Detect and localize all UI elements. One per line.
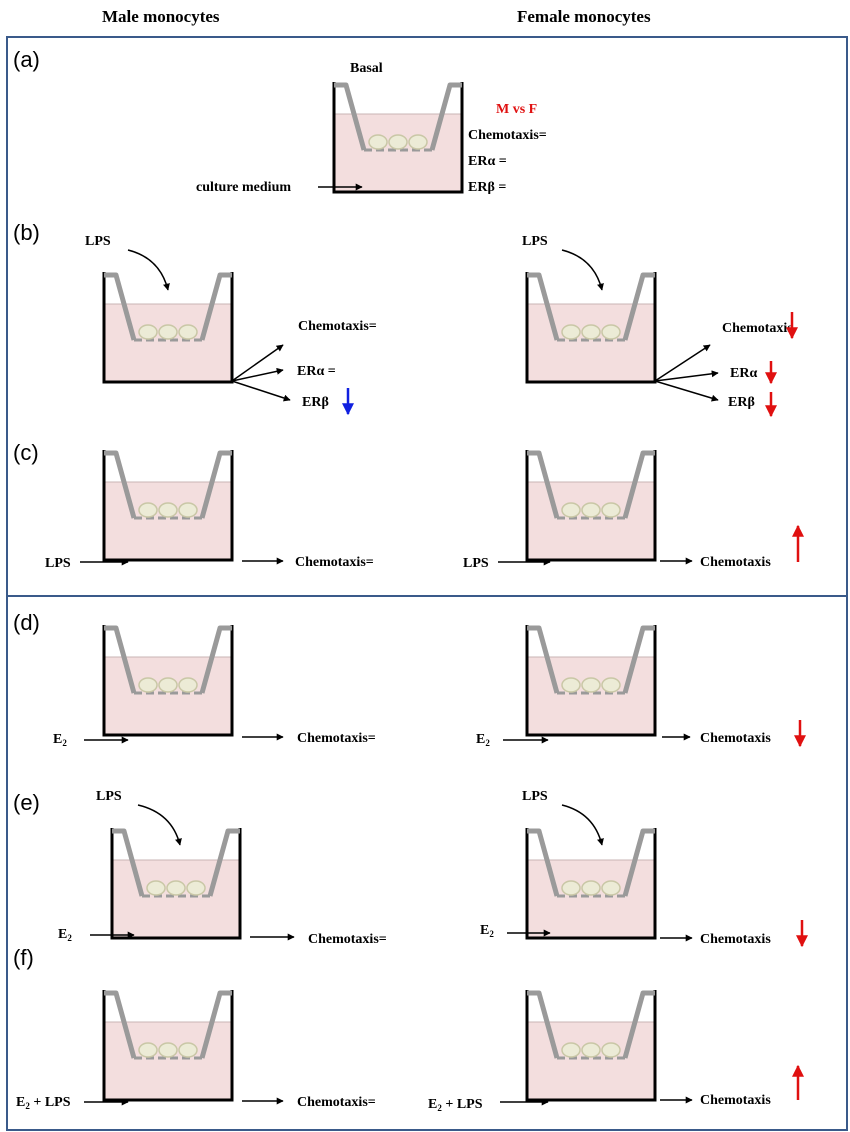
chemotaxis-c-male: Chemotaxis= [295, 555, 374, 570]
transwell-c-male [104, 450, 232, 560]
e2-lps-label-f-female: E2 + LPS [428, 1097, 483, 1113]
panel-label-c: (c) [13, 440, 39, 465]
lps-arrow-b-female [561, 249, 604, 291]
lps-arrow-e-male [137, 804, 182, 846]
transwell-d-male [104, 625, 232, 735]
transwell-b-female [527, 272, 655, 382]
transwell-c-female [527, 450, 655, 560]
e2-label-d-male: E2 [53, 732, 67, 748]
chemotaxis-b-male: Chemotaxis= [298, 319, 377, 334]
lps-label-b-male: LPS [85, 234, 111, 249]
transwell-f-female [527, 990, 655, 1100]
chemotaxis-f-female: Chemotaxis [700, 1093, 771, 1108]
header-male: Male monocytes [102, 7, 220, 26]
chemotaxis-e-female: Chemotaxis [700, 932, 771, 947]
e2-label-e-female: E2 [480, 923, 494, 939]
basal-erb: ERβ = [468, 180, 506, 195]
basal-era: ERα = [468, 154, 507, 169]
lps-label-e-female: LPS [522, 789, 548, 804]
culture-medium-label: culture medium [196, 180, 291, 195]
era-b-male: ERα = [297, 364, 336, 379]
panel-label-f: (f) [13, 945, 34, 970]
transwell-basal [334, 82, 462, 192]
transwell-f-male [104, 990, 232, 1100]
era-b-female: ERα [730, 366, 757, 381]
panel-label-b: (b) [13, 220, 40, 245]
e2-label-d-female: E2 [476, 732, 490, 748]
transwell-e-male [112, 828, 240, 938]
erb-b-male: ERβ [302, 395, 329, 410]
basal-chemotaxis: Chemotaxis= [468, 128, 547, 143]
lps-label-c-female: LPS [463, 556, 489, 571]
chemotaxis-c-female: Chemotaxis [700, 555, 771, 570]
e2-lps-label-f-male: E2 + LPS [16, 1095, 71, 1111]
transwell-d-female [527, 625, 655, 735]
lower-frame [6, 595, 848, 1131]
compare-label: M vs F [496, 102, 537, 117]
header-female: Female monocytes [517, 7, 651, 26]
chemotaxis-d-male: Chemotaxis= [297, 731, 376, 746]
lps-label-c-male: LPS [45, 556, 71, 571]
panel-label-e: (e) [13, 790, 40, 815]
basal-title: Basal [350, 61, 383, 76]
lps-arrow-b-male [127, 249, 170, 291]
transwell-e-female [527, 828, 655, 938]
chemotaxis-d-female: Chemotaxis [700, 731, 771, 746]
chemotaxis-e-male: Chemotaxis= [308, 932, 387, 947]
lps-label-e-male: LPS [96, 789, 122, 804]
chemotaxis-b-female: Chemotaxis [722, 321, 793, 336]
panel-label-d: (d) [13, 610, 40, 635]
fan-arrows-b-male [231, 344, 291, 402]
lps-label-b-female: LPS [522, 234, 548, 249]
fan-arrows-b-female [654, 344, 719, 402]
lps-arrow-e-female [561, 804, 604, 846]
chemotaxis-f-male: Chemotaxis= [297, 1095, 376, 1110]
panel-label-a: (a) [13, 47, 40, 72]
erb-b-female: ERβ [728, 395, 755, 410]
e2-label-e-male: E2 [58, 927, 72, 943]
